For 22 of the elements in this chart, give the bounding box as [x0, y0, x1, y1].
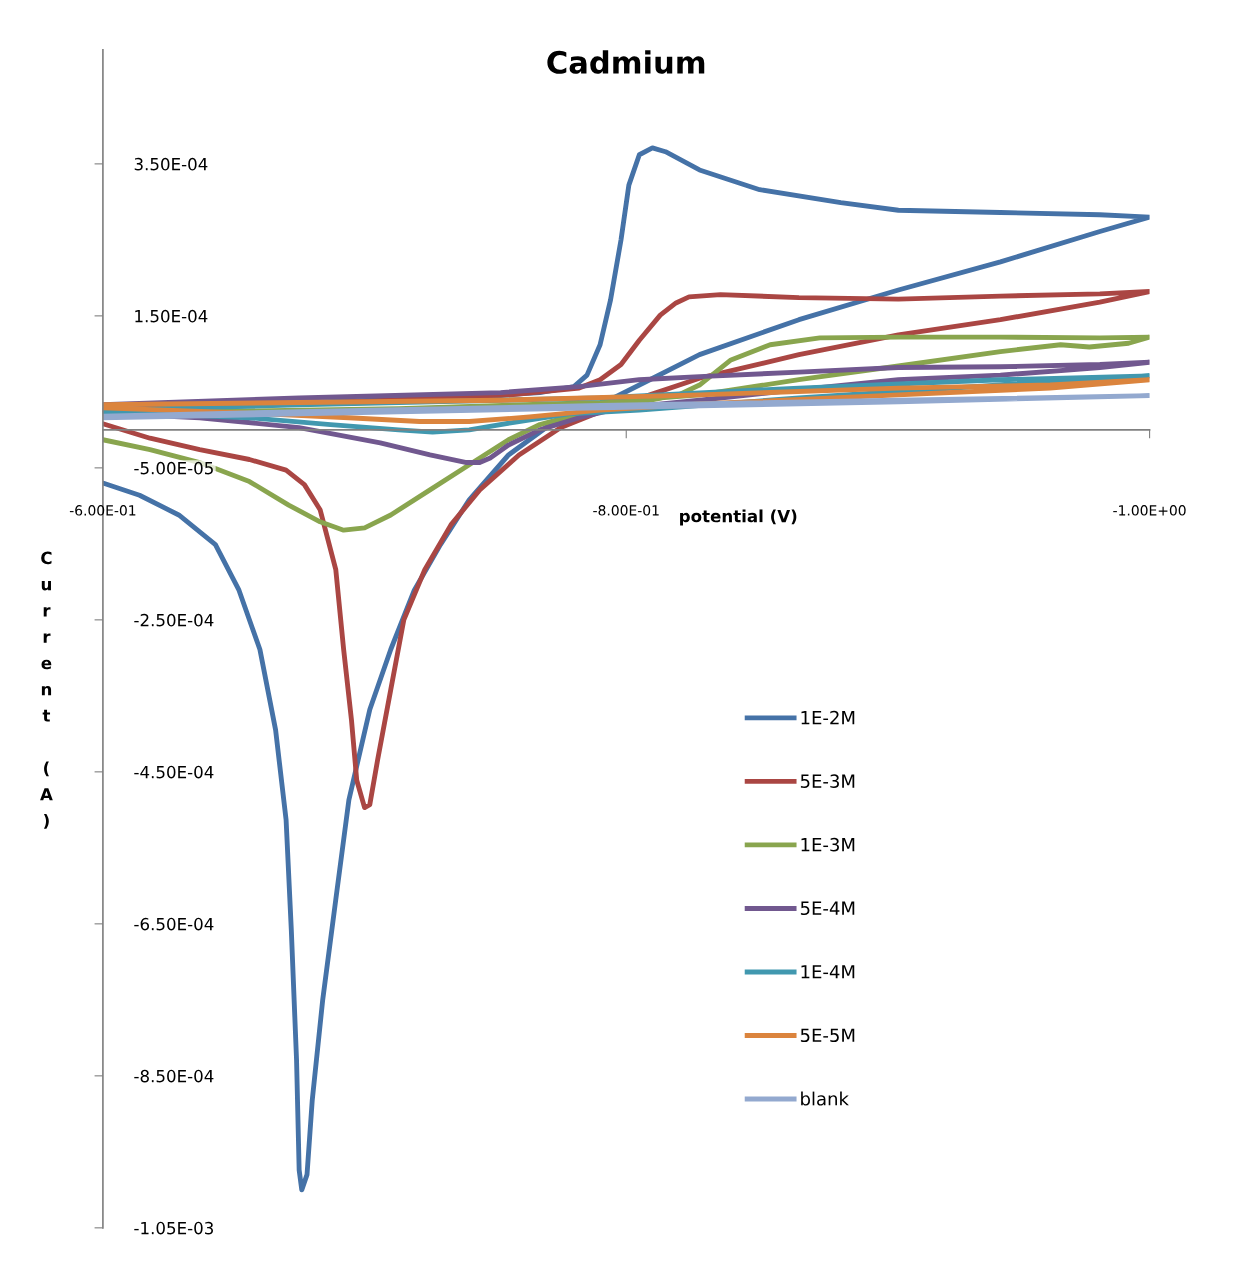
legend-label: 5E-3M: [800, 774, 855, 788]
y-tick-label: 3.50E-04: [134, 157, 208, 171]
y-tick-label: 1.50E-04: [135, 309, 208, 323]
legend-label: 1E-3M: [801, 837, 855, 852]
y-tick-label: -4.50E-04: [134, 765, 214, 779]
y-tick-label: -1.05E-03: [134, 1221, 214, 1235]
text: Current (A): [40, 551, 53, 829]
y-tick-label: -2.50E-04: [134, 613, 214, 627]
legend-label: 1E-2M: [801, 710, 855, 725]
y-tick-label: -5.00E-05: [134, 461, 213, 475]
x-tick-label: -6.00E-01: [69, 505, 136, 516]
legend-label: 5E-5M: [800, 1028, 855, 1043]
x-tick-label: -1.00E+00: [1113, 505, 1186, 516]
x-tick-label: -8.00E-01: [593, 505, 659, 516]
line-series: [102, 393, 1150, 421]
y-tick-label: -6.50E-04: [134, 917, 214, 931]
legend-label: blank: [801, 1091, 849, 1106]
legend-label: 5E-4M: [800, 901, 855, 916]
legend-label: 1E-4M: [801, 965, 855, 979]
x-axis-title: potential (V): [680, 509, 797, 526]
chart-title: Cadmium: [547, 50, 705, 74]
y-tick-label: -8.50E-04: [134, 1069, 214, 1083]
